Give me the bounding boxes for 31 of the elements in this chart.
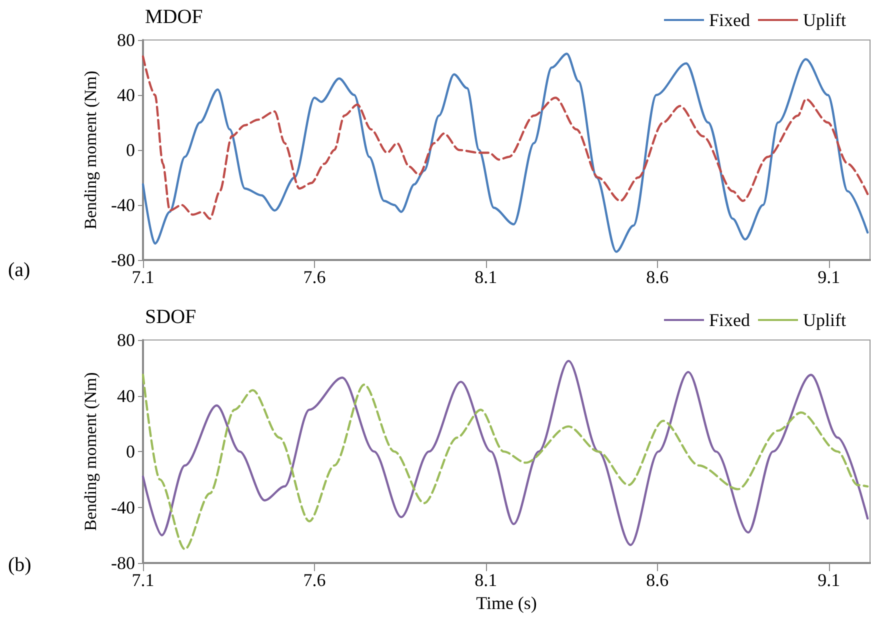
x-tick-label: 7.6 — [303, 570, 326, 590]
x-axis-title: Time (s) — [476, 593, 537, 613]
text: (a) — [8, 259, 30, 281]
x-tick-label: 8.1 — [474, 267, 498, 287]
x-tick-label: 8.6 — [646, 267, 669, 287]
x-tick-label: 9.1 — [818, 267, 840, 287]
legend-label: Uplift — [803, 310, 846, 330]
y-tick-label: 80 — [117, 330, 135, 350]
y-tick-label: 40 — [117, 85, 135, 105]
x-tick-label: 8.1 — [474, 570, 498, 590]
y-tick-label: 0 — [126, 442, 135, 462]
chart-title: MDOF — [145, 6, 203, 28]
text: (b) — [8, 554, 32, 576]
line-series — [142, 55, 869, 220]
y-tick-label: 40 — [117, 386, 135, 406]
y-axis-title: Bending moment (Nm) — [81, 372, 100, 531]
chart-title: SDOF — [145, 306, 196, 328]
x-tick-label: 9.1 — [818, 570, 840, 590]
y-axis-title: Bending moment (Nm) — [81, 70, 100, 230]
y-tick-label: 80 — [117, 30, 135, 50]
y-tick-label: -40 — [111, 195, 135, 215]
x-tick-label: 8.6 — [646, 570, 669, 590]
y-tick-label: -80 — [111, 250, 135, 270]
y-tick-label: 0 — [126, 140, 135, 160]
legend-label: Uplift — [803, 10, 846, 30]
line-series — [142, 52, 869, 253]
y-tick-label: -40 — [111, 497, 135, 518]
x-tick-label: 7.1 — [132, 267, 154, 287]
x-tick-label: 7.6 — [303, 267, 326, 287]
legend-label: Fixed — [709, 10, 750, 30]
legend-label: Fixed — [709, 310, 750, 330]
